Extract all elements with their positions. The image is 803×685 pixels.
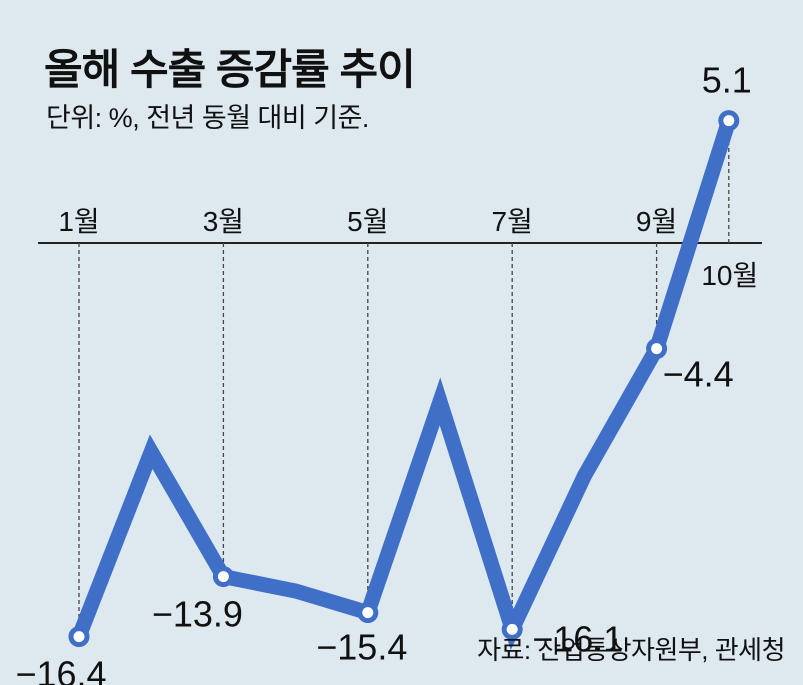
data-point-marker-10: [718, 110, 740, 132]
x-tick-label-7: 7월: [492, 206, 533, 237]
data-label-month-3: −13.9: [152, 594, 243, 635]
data-point-marker-1: [68, 626, 90, 648]
data-point-marker-9: [646, 338, 668, 360]
chart-subtitle: 단위: %, 전년 동월 대비 기준.: [46, 103, 369, 133]
series-line: [72, 118, 736, 650]
x-tick-label-5: 5월: [347, 206, 388, 237]
data-label-month-1: −16.4: [15, 654, 106, 685]
chart-title: 올해 수출 증감률 추이: [44, 46, 416, 93]
data-label-month-5: −15.4: [316, 627, 407, 668]
data-label-month-7: −16.1: [532, 618, 623, 659]
data-label-month-9: −4.4: [663, 354, 734, 395]
x-tick-label-3: 3월: [203, 206, 244, 237]
data-point-marker-3: [212, 566, 234, 588]
data-point-marker-5: [357, 602, 379, 624]
x-tick-label-9: 9월: [636, 206, 677, 237]
x-tick-label-1: 1월: [58, 206, 99, 237]
data-label-month-10: 5.1: [702, 60, 752, 101]
data-point-marker-7: [501, 618, 523, 640]
source-note: 자료: 산업통상자원부, 관세청: [477, 635, 785, 665]
x-tick-label-10: 10월: [701, 260, 758, 291]
